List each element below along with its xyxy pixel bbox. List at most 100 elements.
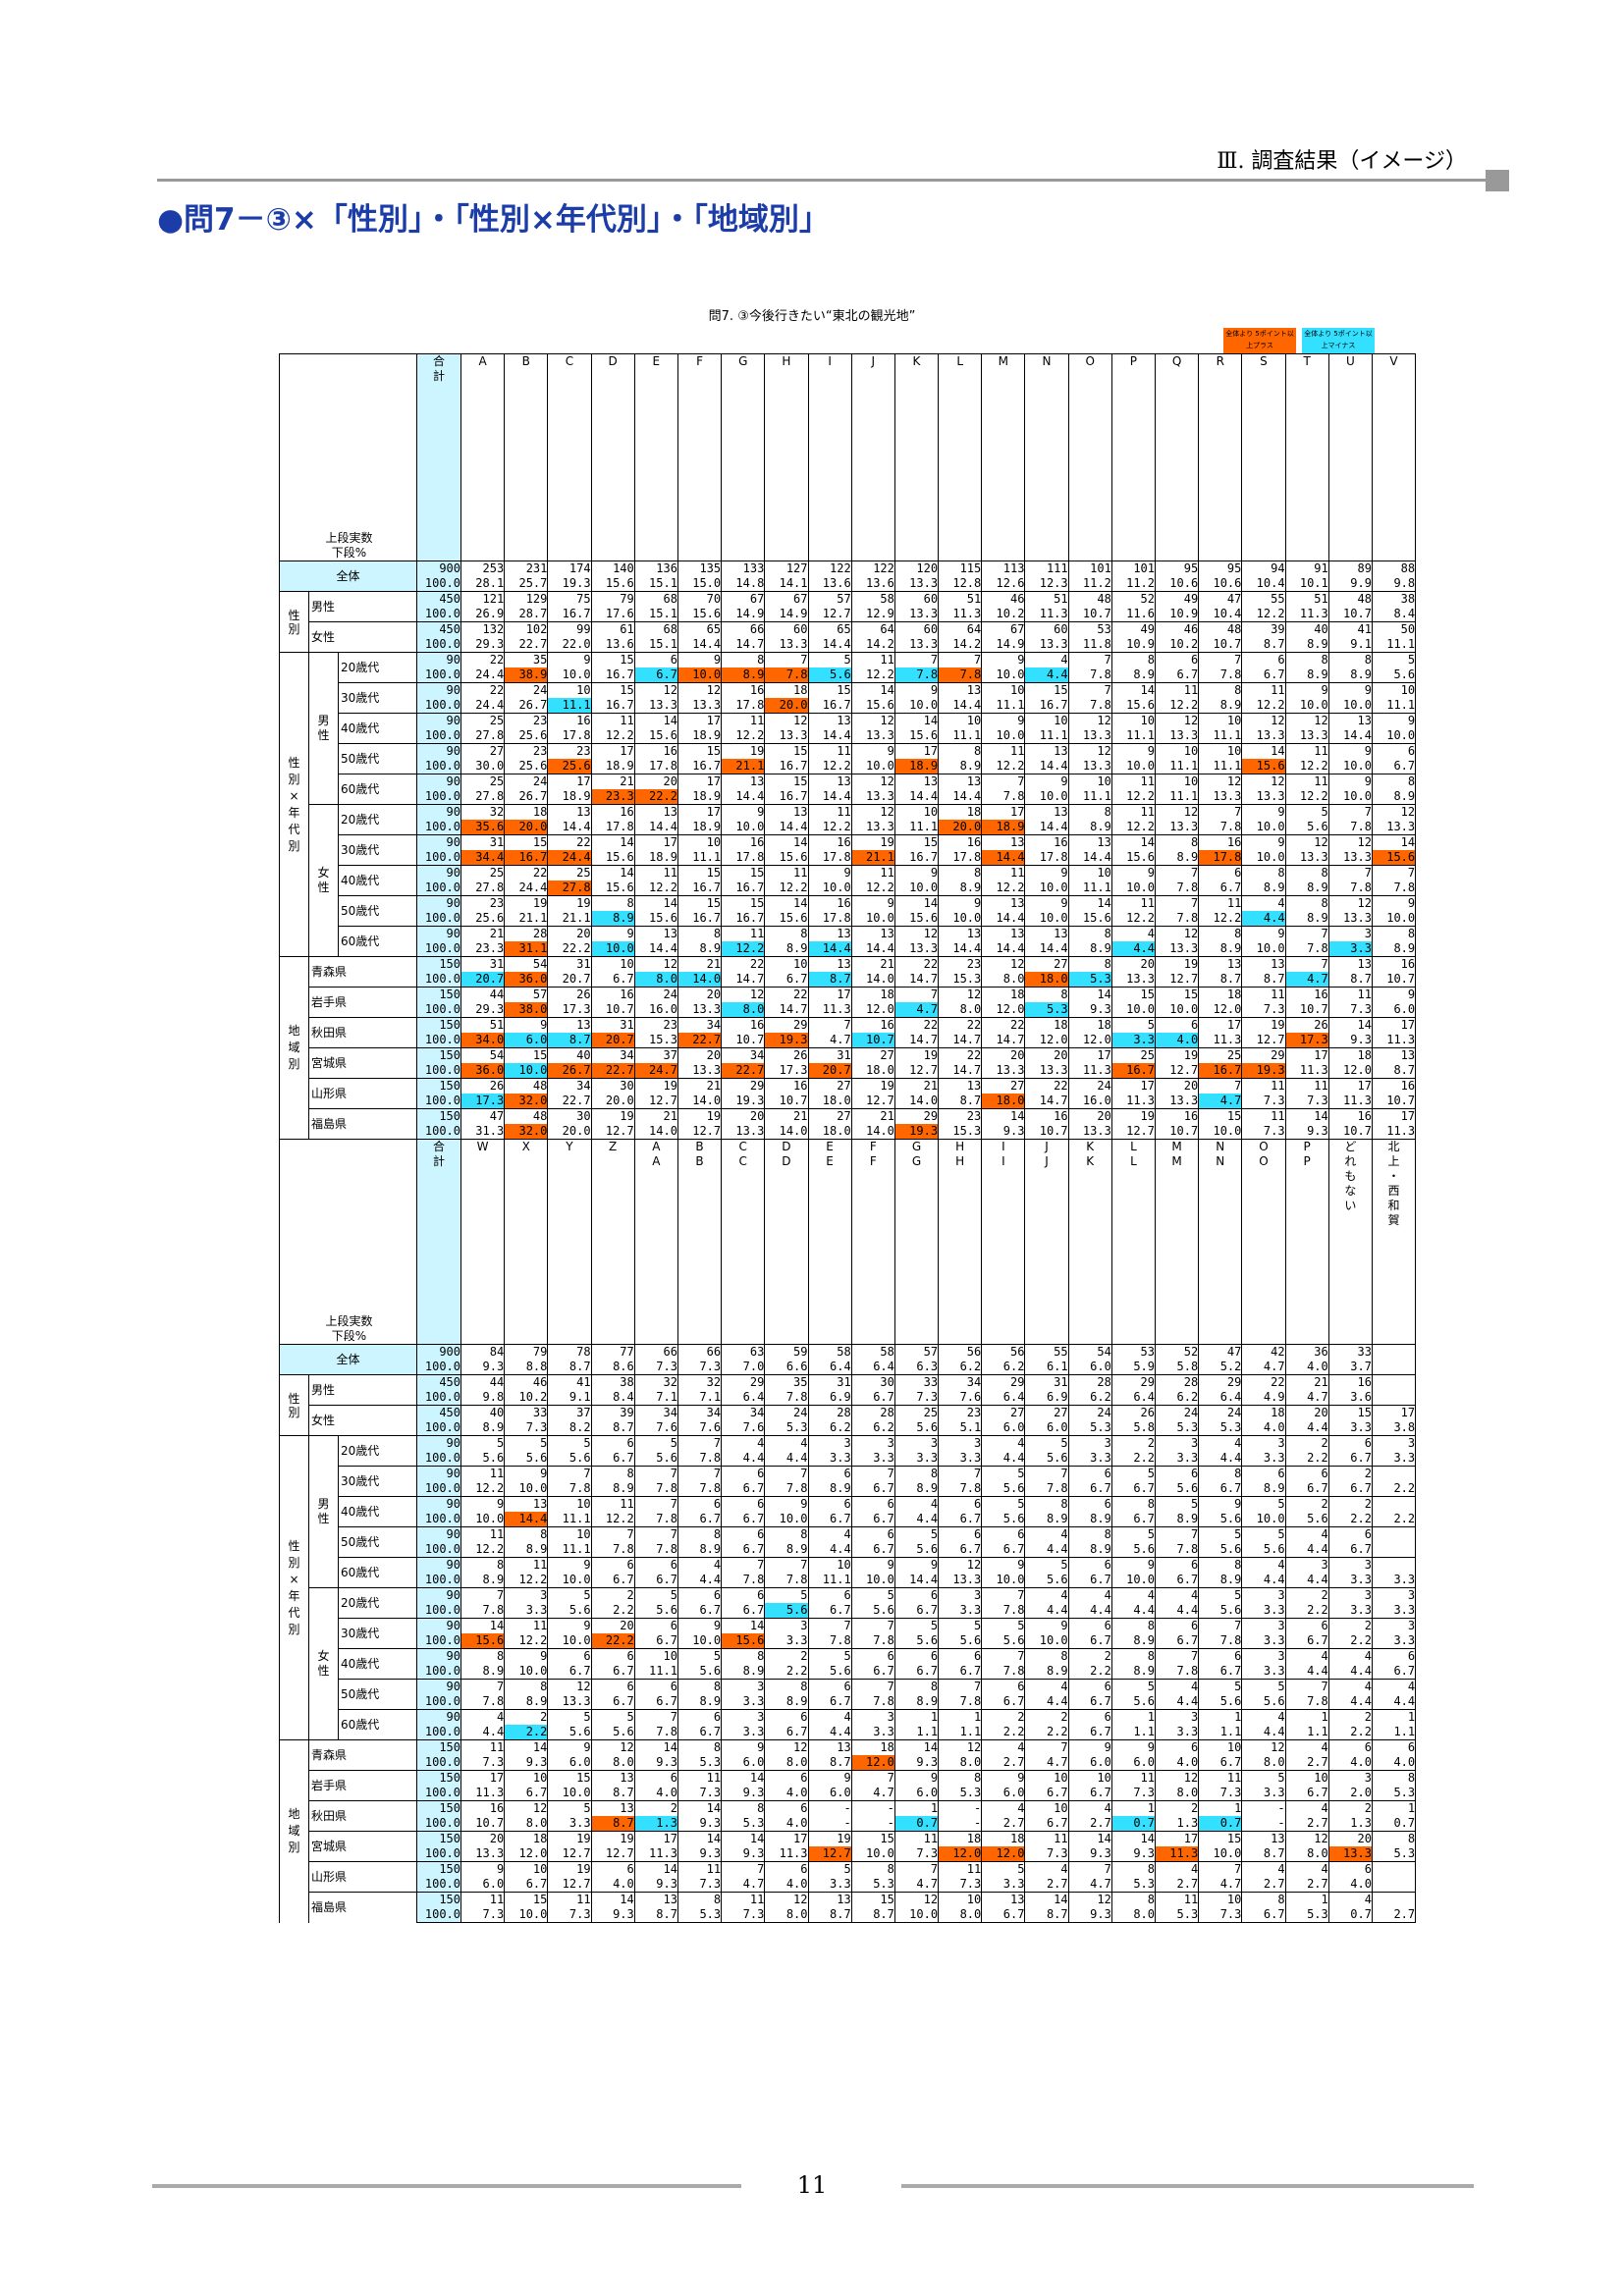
table-row: 100.0 7.3 10.0 7.3 9.3 8.7 5.3 7.3 8.0 8.7 8.7 10.0…: [280, 1907, 1417, 1923]
data-cell: 9: [1371, 895, 1417, 911]
data-cell: 9: [721, 1739, 766, 1755]
group-label-gender: 性 別: [279, 591, 309, 653]
data-cell: 6.7: [1067, 1725, 1112, 1740]
data-cell: 10.0: [850, 759, 895, 774]
data-cell: 54: [1067, 1344, 1112, 1360]
data-cell: 14.4: [938, 941, 983, 957]
data-cell: 21: [893, 1078, 940, 1094]
data-cell: 8: [1067, 956, 1112, 972]
data-cell: 32: [677, 1374, 723, 1390]
data-cell: 7.1: [633, 1390, 678, 1406]
data-cell: 7.8: [764, 1390, 809, 1406]
data-cell: 8.9: [677, 1542, 723, 1558]
data-cell: 6.7: [633, 1633, 678, 1649]
table-row: 性 別男性 450 44 46 41 38 32 32 29 35 31 30 33 34 29 31 28 29…: [279, 1374, 1417, 1436]
group-label-gender-age: 性 別 × 年 代 別: [279, 652, 309, 957]
data-cell: 14.4: [1024, 941, 1069, 957]
data-cell: 31.3: [460, 1124, 506, 1140]
data-cell: 2.2: [764, 1664, 809, 1680]
data-cell: 57: [893, 1344, 940, 1360]
row-label: 岩手県: [308, 987, 417, 1018]
data-cell: 14.7: [721, 637, 766, 653]
data-cell: 16.7: [677, 881, 723, 896]
data-cell: 10.2: [981, 607, 1026, 622]
data-cell: 10: [1067, 774, 1112, 789]
data-cell: 19.3: [893, 1124, 940, 1140]
table-row: 100.0 10.0 14.4 11.1 12.2 7.8 6.7 6.7 10.0 6.7 6.7…: [280, 1512, 1417, 1527]
data-cell: 11.3: [1371, 1124, 1417, 1140]
data-cell: 6.2: [850, 1420, 895, 1436]
data-cell: 10: [893, 804, 940, 820]
data-cell: 7.8: [721, 1573, 766, 1588]
column-header: E: [633, 353, 678, 561]
data-cell: 3.3: [1241, 1664, 1286, 1680]
data-cell: 5: [1110, 1017, 1157, 1033]
page-number: 11: [796, 2171, 828, 2199]
data-cell: 12: [677, 682, 723, 698]
data-cell: 4.0: [1154, 1033, 1200, 1048]
data-cell: 24: [1154, 1405, 1200, 1420]
data-cell: 8.9: [1110, 1633, 1157, 1649]
data-cell: 5.6: [547, 1725, 592, 1740]
data-cell: 6.7: [1067, 1694, 1112, 1710]
data-cell: 11: [633, 865, 678, 881]
data-cell: 13: [807, 774, 852, 789]
data-cell: 9: [1024, 774, 1069, 789]
data-cell: 16: [547, 713, 592, 728]
data-cell: 19: [633, 1078, 678, 1094]
total-cell: 100.0: [416, 1907, 461, 1923]
total-cell: 100.0: [416, 1542, 461, 1558]
column-header: K: [893, 353, 940, 561]
data-cell: 44: [460, 1374, 506, 1390]
data-cell: 25: [1198, 1047, 1243, 1063]
data-cell: 5.3: [1154, 1907, 1200, 1923]
data-cell: 21: [633, 1108, 678, 1124]
data-cell: 17: [590, 743, 635, 759]
data-cell: 14.7: [981, 1033, 1026, 1048]
data-cell: 5.2: [1198, 1360, 1243, 1375]
data-cell: 28: [850, 1405, 895, 1420]
data-cell: 16.7: [590, 667, 635, 683]
data-cell: 99: [547, 621, 592, 637]
data-cell: 3.3: [1371, 1633, 1417, 1649]
data-cell: -: [1241, 1800, 1286, 1816]
data-cell: 2: [1327, 1466, 1373, 1481]
data-cell: 13: [807, 713, 852, 728]
data-cell: 10: [1024, 1770, 1069, 1786]
data-cell: 5: [547, 1709, 592, 1725]
data-cell: 26.7: [504, 698, 549, 714]
data-cell: 17: [893, 743, 940, 759]
data-cell: 15.6: [1241, 759, 1286, 774]
data-cell: 6: [547, 1648, 592, 1664]
data-cell: 12: [764, 1739, 809, 1755]
data-cell: 7.6: [938, 1390, 983, 1406]
data-cell: 8.7: [1198, 972, 1243, 988]
data-cell: 4: [1024, 652, 1069, 667]
data-cell: 20: [590, 1618, 635, 1633]
data-cell: 52: [1110, 591, 1157, 607]
data-cell: 6.7: [807, 1603, 852, 1619]
data-cell: 6: [1198, 865, 1243, 881]
table-row: 100.0 28.1 25.7 19.3 15.6 15.1 15.0 14.8 14.1 13.…: [280, 576, 1417, 592]
data-cell: 10.9: [1110, 637, 1157, 653]
data-cell: 10.0: [504, 1907, 549, 1923]
data-cell: 7: [981, 774, 1026, 789]
data-cell: 6.7: [1067, 1573, 1112, 1588]
data-cell: 4.4: [721, 1451, 766, 1467]
data-cell: 3: [1327, 1557, 1373, 1573]
data-cell: 5.3: [938, 1786, 983, 1801]
data-cell: 10.7: [1371, 1094, 1417, 1109]
table-row: 地 域 別青森県 150 11 14 9 12 14 8 9 12 13 18 14 12 4 7 9 9 6 10 1…: [279, 1739, 1417, 1923]
data-cell: 4.4: [1284, 1664, 1329, 1680]
data-cell: 13: [938, 926, 983, 941]
data-cell: 11: [460, 1892, 506, 1907]
data-cell: 15: [807, 682, 852, 698]
data-cell: 6: [850, 1648, 895, 1664]
data-cell: 14.4: [677, 637, 723, 653]
data-cell: 8.9: [1067, 1542, 1112, 1558]
data-cell: 11.3: [807, 1002, 852, 1018]
data-cell: 7.8: [981, 1603, 1026, 1619]
data-cell: 5.6: [1241, 1694, 1286, 1710]
data-cell: 5: [547, 1800, 592, 1816]
data-cell: 15.6: [1110, 698, 1157, 714]
